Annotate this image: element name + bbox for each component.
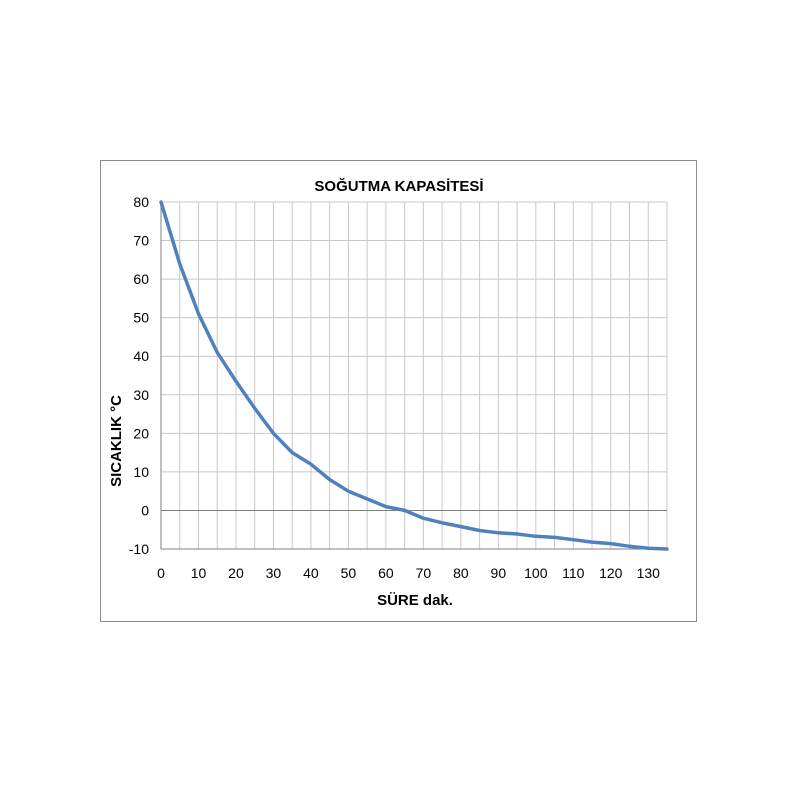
chart-frame: SOĞUTMA KAPASİTESİ 0 10 20 30 40 50 60 70 80 90 10… — [100, 160, 697, 622]
x-tick-label: 40 — [303, 565, 319, 581]
y-axis-label: SICAKLIK °C — [108, 395, 125, 487]
y-tick-label: 50 — [133, 310, 149, 326]
cooling-capacity-chart: SOĞUTMA KAPASİTESİ 0 10 20 30 40 50 60 70 80 90 10… — [108, 177, 669, 609]
y-tick-label: 60 — [133, 271, 149, 287]
tick-layer: 0 10 20 30 40 50 60 70 80 90 100 110 120 130 -10 0 10 20 3… — [129, 194, 660, 581]
series-line — [159, 200, 669, 551]
x-tick-label: 0 — [157, 565, 165, 581]
y-tick-label: 30 — [133, 387, 149, 403]
x-tick-label: 50 — [341, 565, 357, 581]
x-tick-label: 10 — [191, 565, 207, 581]
y-tick-label: -10 — [129, 541, 149, 557]
x-tick-label: 20 — [228, 565, 244, 581]
x-tick-label: 80 — [453, 565, 469, 581]
x-tick-label: 120 — [599, 565, 623, 581]
chart-title: SOĞUTMA KAPASİTESİ — [314, 177, 483, 195]
y-tick-label: 20 — [133, 425, 149, 441]
y-tick-label: 0 — [141, 502, 149, 518]
x-tick-label: 30 — [266, 565, 282, 581]
y-tick-label: 70 — [133, 233, 149, 249]
x-tick-label: 130 — [637, 565, 661, 581]
y-tick-label: 10 — [133, 464, 149, 480]
x-tick-label: 70 — [416, 565, 432, 581]
x-tick-label: 60 — [378, 565, 394, 581]
x-tick-label: 100 — [524, 565, 548, 581]
x-axis-label: SÜRE dak. — [377, 592, 453, 609]
grid-layer — [160, 201, 668, 550]
series-layer — [159, 200, 669, 551]
y-tick-label: 40 — [133, 348, 149, 364]
y-tick-label: 80 — [133, 194, 149, 210]
axis-layer — [160, 202, 667, 550]
x-tick-label: 90 — [491, 565, 507, 581]
x-tick-label: 110 — [562, 565, 585, 581]
